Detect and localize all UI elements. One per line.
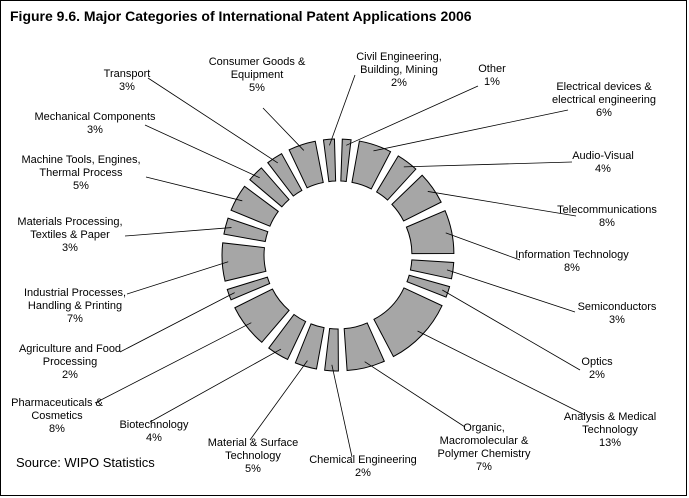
slice-label-telecommunications: Telecommunications 8% (557, 204, 657, 229)
leader-line-biotechnology (149, 348, 282, 423)
leader-line-machine-tools-engines-thermal-process (145, 176, 243, 202)
leader-line-semiconductors (446, 269, 576, 313)
slice-label-materials-processing-textiles-paper: Materials Processing, Textiles & Paper 3% (17, 216, 122, 254)
chart-title: Figure 9.6. Major Categories of Internat… (10, 8, 472, 24)
pie-slice-semiconductors (409, 259, 455, 280)
slice-label-material-surface-technology: Material & Surface Technology 5% (208, 437, 298, 475)
slice-label-optics: Optics 2% (581, 356, 613, 381)
leader-line-civil-engineering-building-mining (329, 74, 356, 146)
pie-slice-civil-engineering-building-mining (322, 138, 337, 183)
pie-slice-transport (267, 152, 303, 197)
slice-label-consumer-goods-equipment: Consumer Goods & Equipment 5% (209, 56, 306, 94)
leader-line-telecommunications (427, 191, 577, 217)
leader-line-analysis-medical-technology (417, 330, 586, 416)
pie-slice-electrical-devices-electrical-engineering (351, 140, 392, 190)
slice-label-industrial-processes-handling-printing: Industrial Processes, Handling & Printing… (24, 287, 126, 325)
leader-line-organic-macromolecular-polymer-chemistry (364, 361, 466, 428)
slice-label-civil-engineering-building-mining: Civil Engineering, Building, Mining 2% (356, 51, 442, 89)
slice-label-transport: Transport 3% (104, 68, 151, 93)
pie-slice-analysis-medical-technology (373, 287, 443, 358)
slice-label-organic-macromolecular-polymer-chemistry: Organic, Macromolecular & Polymer Chemistr… (438, 422, 531, 473)
leader-line-audio-visual (403, 161, 573, 168)
pie-slice-organic-macromolecular-polymer-chemistry (343, 322, 385, 372)
source-note: Source: WIPO Statistics (16, 455, 155, 470)
pie-slice-chemical-engineering (324, 327, 339, 372)
pie-slice-consumer-goods-equipment (288, 140, 324, 189)
pie-slice-machine-tools-engines-thermal-process (230, 185, 279, 227)
slice-label-mechanical-components: Mechanical Components 3% (34, 111, 156, 136)
pie-slice-agriculture-and-food-processing (226, 276, 271, 301)
leader-line-mechanical-components (144, 124, 260, 179)
slice-label-chemical-engineering: Chemical Engineering 2% (309, 454, 417, 479)
pie-slice-materials-processing-textiles-paper (223, 217, 269, 243)
slice-label-other: Other 1% (478, 63, 506, 88)
pie-slice-optics (406, 274, 451, 298)
leader-line-agriculture-and-food-processing (119, 292, 235, 353)
pie-slice-information-technology (405, 209, 455, 255)
leader-line-pharmaceuticals-cosmetics (94, 322, 252, 404)
pie-slice-material-surface-technology (294, 323, 325, 370)
pie-slice-biotechnology (268, 313, 307, 361)
slice-label-analysis-medical-technology: Analysis & Medical Technology 13% (564, 411, 656, 449)
slice-label-semiconductors: Semiconductors 3% (578, 301, 657, 326)
pie-slice-industrial-processes-handling-printing (221, 242, 267, 282)
leader-line-information-technology (445, 232, 521, 261)
leader-line-electrical-devices-electrical-engineering (373, 109, 569, 152)
leader-line-other (346, 85, 479, 146)
leader-line-optics (442, 289, 581, 371)
slice-label-pharmaceuticals-cosmetics: Pharmaceuticals & Cosmetics 8% (11, 397, 103, 435)
leader-line-industrial-processes-handling-printing (126, 261, 229, 295)
leader-line-chemical-engineering (331, 364, 353, 458)
slice-label-biotechnology: Biotechnology 4% (119, 419, 189, 444)
pie-slice-other (340, 138, 352, 183)
slice-label-audio-visual: Audio-Visual 4% (572, 150, 634, 175)
leader-line-consumer-goods-equipment (262, 107, 305, 151)
slice-label-agriculture-and-food-processing: Agriculture and Food Processing 2% (19, 343, 121, 381)
leader-line-materials-processing-textiles-paper (124, 227, 232, 237)
pie-slice-telecommunications (391, 174, 442, 222)
leader-line-material-surface-technology (249, 360, 308, 441)
leader-line-transport (147, 77, 278, 164)
slice-label-information-technology: Information Technology 8% (515, 249, 629, 274)
pie-slice-pharmaceuticals-cosmetics (234, 288, 290, 343)
slice-label-machine-tools-engines-thermal-process: Machine Tools, Engines, Thermal Process 5% (21, 154, 140, 192)
slice-label-electrical-devices-electrical-engineering: Electrical devices & electrical engineeri… (552, 81, 656, 119)
